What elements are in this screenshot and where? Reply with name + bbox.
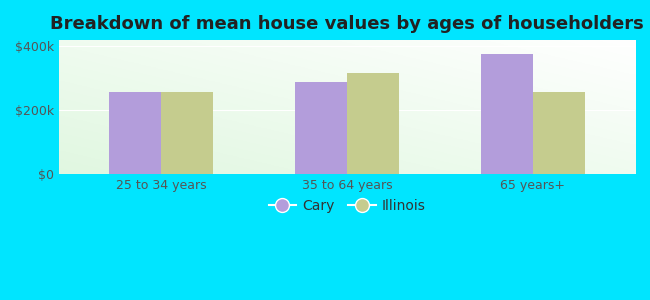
Bar bbox=[161, 92, 213, 174]
Bar bbox=[533, 92, 585, 174]
Bar bbox=[347, 73, 399, 174]
Bar bbox=[481, 55, 533, 174]
Legend: Cary, Illinois: Cary, Illinois bbox=[263, 193, 431, 218]
Bar bbox=[295, 82, 347, 174]
Title: Breakdown of mean house values by ages of householders: Breakdown of mean house values by ages o… bbox=[50, 15, 644, 33]
Bar bbox=[109, 92, 161, 174]
